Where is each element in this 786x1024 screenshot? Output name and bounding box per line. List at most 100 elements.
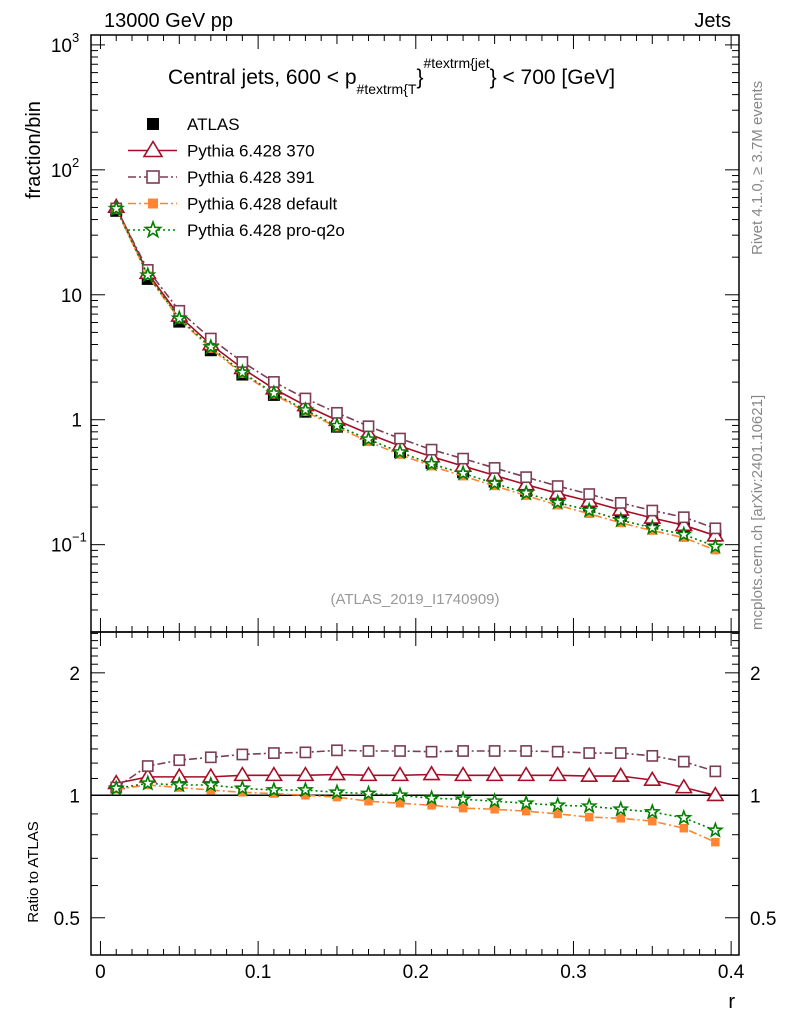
star-marker (422, 789, 441, 806)
filled-square-marker (364, 796, 373, 806)
x-tick-label: 0.3 (560, 962, 586, 983)
open-square-marker (267, 747, 280, 759)
filled-square-marker (648, 816, 657, 826)
y-tick-label: 10 (51, 536, 72, 557)
star-marker (139, 774, 157, 791)
star-marker (265, 384, 283, 401)
star-marker (706, 821, 725, 838)
mcplots-info: mcplots.cern.ch [arXiv:2401.10621] (749, 395, 766, 630)
header-left: 13000 GeV pp (104, 10, 233, 32)
open-square-marker (488, 745, 501, 757)
open-square-marker (425, 443, 438, 456)
open-square-marker (677, 511, 690, 524)
star-marker (139, 266, 157, 283)
star-marker (202, 337, 220, 355)
main-ylabel: fraction/bin (23, 101, 45, 199)
star-marker (328, 783, 346, 800)
open-square-marker (614, 747, 627, 759)
series-line (115, 208, 716, 530)
star-marker (265, 780, 283, 798)
filled-square-marker (238, 788, 247, 797)
star-marker (359, 784, 378, 801)
rivet-info: Rivet 4.1.0, ≥ 3.7M events (749, 81, 766, 255)
open-square-marker (204, 751, 217, 764)
filled-square-marker (584, 812, 594, 822)
title-main: Central jets, 600 < p (168, 66, 357, 89)
title-mid: } (416, 66, 423, 89)
filled-square-marker (711, 837, 720, 847)
triangle-marker (327, 765, 347, 781)
series-main-pythia-6-428-391 (110, 202, 722, 535)
series-main-pythia-6-428-370 (107, 197, 725, 542)
star-marker (675, 808, 693, 826)
triangle-marker (359, 766, 378, 782)
star-marker (549, 796, 567, 813)
star-marker (580, 797, 598, 814)
ratio-xlabel: r (728, 991, 735, 1013)
open-square-marker (551, 745, 564, 758)
star-marker (706, 537, 725, 554)
filled-square-marker (148, 198, 158, 209)
triangle-marker (580, 766, 599, 782)
title-sup-close: } (490, 66, 497, 89)
triangle-marker (454, 766, 473, 782)
open-square-marker (646, 749, 659, 762)
legend-label: Pythia 6.428 pro-q2o (187, 221, 345, 240)
open-square-marker (173, 754, 186, 767)
y-tick-label: 1 (71, 411, 82, 432)
triangle-marker (296, 766, 315, 782)
open-square-marker (362, 420, 375, 433)
atlas-marker (147, 118, 159, 130)
filled-square-marker (616, 814, 626, 823)
star-marker (107, 199, 125, 217)
star-marker (612, 800, 630, 817)
triangle-marker (706, 786, 725, 802)
legend-label: Pythia 6.428 default (187, 195, 338, 214)
open-square-marker (646, 504, 659, 517)
y-tick-exponent: 2 (72, 155, 79, 170)
series-line (116, 784, 716, 843)
triangle-marker (142, 139, 164, 158)
triangle-marker (390, 766, 410, 782)
y-tick-exponent: −1 (72, 530, 87, 545)
open-square-marker (331, 744, 343, 757)
star-marker (107, 779, 125, 796)
analysis-watermark: (ATLAS_2019_I1740909) (330, 591, 499, 608)
y-tick-label: 1 (69, 786, 80, 807)
y-tick-label: 2 (69, 664, 80, 685)
star-marker (202, 775, 220, 793)
x-tick-label: 0.4 (718, 962, 745, 983)
ratio-panel: 0 0.1 0.2 0.3 0.4 0.5 0.5 1 1 2 2 (54, 631, 776, 983)
star-marker (643, 802, 662, 820)
series-atlas (110, 204, 722, 542)
open-square-marker (677, 755, 690, 768)
title-sup: #textrm{jet (423, 55, 489, 71)
filled-square-marker (679, 823, 689, 833)
star-marker (391, 786, 409, 803)
legend-label: ATLAS (187, 115, 240, 134)
series-ratio-pythia-6-428-pro-q2o (107, 774, 725, 838)
y-tick-label: 10 (51, 161, 72, 182)
open-square-marker (551, 480, 564, 492)
header-right: Jets (694, 10, 731, 32)
triangle-marker (548, 766, 567, 782)
y-tick-label-right: 0.5 (750, 909, 776, 930)
star-marker (359, 430, 378, 447)
star-marker (643, 518, 661, 536)
filled-square-marker (332, 792, 342, 802)
filled-square-marker (458, 803, 468, 813)
y-tick-label: 10 (51, 36, 72, 57)
open-square-marker (146, 170, 160, 184)
y-tick-label-right: 1 (750, 786, 761, 807)
star-marker (233, 363, 251, 380)
triangle-marker (674, 778, 693, 794)
filled-square-marker (301, 791, 310, 800)
open-square-marker (394, 745, 406, 757)
legend-label: Pythia 6.428 370 (187, 142, 315, 161)
star-marker (296, 400, 315, 418)
series-main-pythia-6-428-pro-q2o (107, 199, 725, 554)
filled-square-marker (395, 799, 405, 808)
open-square-marker (709, 522, 722, 535)
